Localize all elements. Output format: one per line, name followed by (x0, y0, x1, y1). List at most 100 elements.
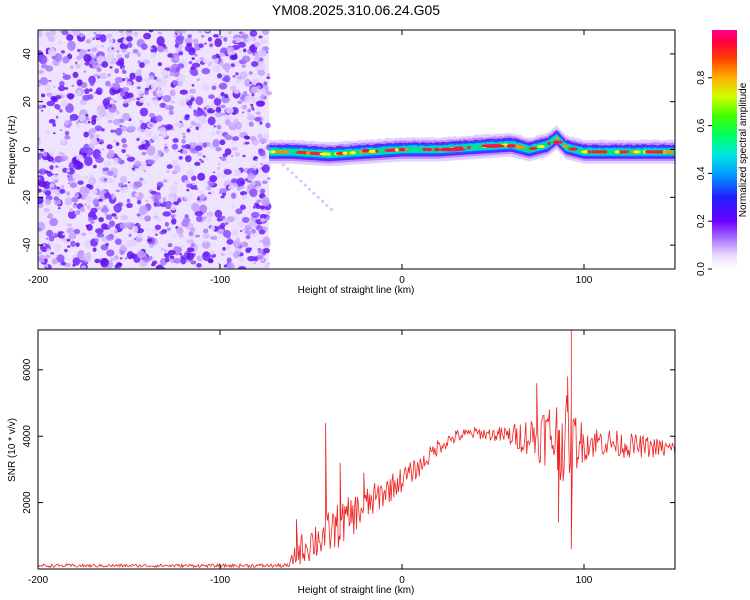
noise-speckle (215, 147, 222, 152)
noise-speckle (136, 137, 140, 142)
noise-speckle (258, 137, 268, 144)
noise-speckle (216, 73, 223, 79)
snr-x-tick-label: -200 (28, 575, 48, 586)
noise-speckle (236, 220, 245, 227)
noise-speckle (57, 186, 60, 190)
signal-hotspot (528, 146, 538, 151)
signal-hotspot (562, 144, 568, 148)
noise-speckle (38, 188, 43, 193)
noise-speckle (222, 229, 232, 238)
snr-x-tick-label: 0 (399, 575, 405, 586)
noise-speckle (39, 76, 49, 86)
noise-speckle (229, 54, 238, 61)
noise-speckle (257, 69, 266, 76)
noise-speckle (144, 89, 149, 95)
noise-speckle (190, 120, 196, 126)
noise-speckle (120, 175, 128, 184)
noise-speckle (120, 244, 126, 248)
noise-speckle (237, 76, 242, 80)
noise-speckle (211, 64, 221, 73)
signal-hotspot (633, 150, 641, 154)
noise-speckle (216, 166, 220, 171)
noise-speckle (248, 121, 254, 127)
noise-speckle (40, 93, 46, 98)
noise-speckle (154, 204, 159, 207)
noise-speckle (121, 69, 127, 74)
noise-speckle (99, 34, 107, 43)
noise-speckle (54, 244, 62, 252)
noise-speckle (252, 31, 257, 35)
noise-speckle (243, 135, 250, 140)
snr-axes: -200 -100 0 100 2000 4000 6000 (22, 330, 675, 586)
noise-speckle (261, 164, 270, 174)
noise-speckle (186, 252, 194, 261)
noise-speckle (126, 35, 133, 42)
noise-speckle (95, 116, 102, 122)
noise-speckle (115, 110, 120, 115)
noise-speckle (241, 104, 248, 110)
noise-speckle (68, 233, 77, 240)
noise-speckle (220, 252, 225, 257)
noise-speckle (186, 188, 190, 192)
noise-speckle (119, 186, 129, 194)
signal-hotspot (614, 150, 620, 154)
noise-speckle (147, 228, 151, 232)
noise-speckle (231, 204, 235, 208)
noise-speckle (115, 189, 120, 193)
noise-speckle (95, 228, 104, 234)
noise-speckle (222, 218, 229, 223)
noise-speckle (286, 167, 290, 171)
noise-speckle (196, 263, 202, 268)
noise-speckle (172, 128, 175, 131)
noise-speckle (212, 171, 216, 174)
snr-x-label: Height of straight line (km) (298, 585, 415, 596)
noise-speckle (65, 191, 71, 196)
noise-speckle (81, 232, 86, 236)
noise-speckle (50, 252, 55, 255)
figure-title: YM08.2025.310.06.24.G05 (272, 2, 440, 18)
noise-speckle (62, 232, 66, 236)
noise-speckle (254, 41, 261, 48)
noise-speckle (186, 42, 193, 47)
noise-speckle (79, 186, 88, 194)
noise-speckle (104, 74, 108, 77)
noise-speckle (230, 192, 237, 199)
noise-speckle (49, 183, 55, 188)
noise-speckle (248, 221, 258, 228)
noise-speckle (139, 177, 144, 182)
noise-speckle (241, 55, 251, 63)
noise-speckle (258, 149, 266, 157)
noise-speckle (198, 30, 203, 34)
noise-speckle (84, 88, 90, 95)
noise-speckle (102, 167, 109, 172)
noise-speckle (119, 222, 128, 230)
noise-speckle (206, 185, 212, 191)
noise-speckle (105, 234, 115, 241)
noise-speckle (93, 32, 97, 35)
noise-speckle (45, 129, 51, 135)
snr-y-tick-label: 2000 (22, 491, 33, 514)
noise-speckle (103, 160, 112, 167)
noise-speckle (182, 135, 186, 139)
noise-speckle (186, 239, 195, 245)
noise-speckle (51, 189, 58, 195)
noise-speckle (217, 163, 221, 166)
noise-speckle (230, 155, 234, 158)
noise-speckle (213, 82, 217, 86)
noise-speckle (157, 81, 162, 87)
noise-speckle (111, 47, 114, 50)
noise-speckle (202, 228, 209, 234)
noise-speckle (226, 239, 234, 245)
noise-speckle (222, 73, 226, 77)
noise-speckle (246, 184, 255, 190)
noise-speckle (239, 105, 243, 110)
noise-speckle (111, 195, 116, 200)
noise-speckle (166, 227, 171, 231)
noise-speckle (72, 173, 82, 181)
noise-speckle (263, 133, 270, 139)
noise-speckle (175, 67, 181, 73)
noise-speckle (55, 254, 59, 258)
noise-speckle (230, 46, 235, 50)
noise-speckle (265, 90, 273, 96)
noise-speckle (138, 144, 145, 150)
